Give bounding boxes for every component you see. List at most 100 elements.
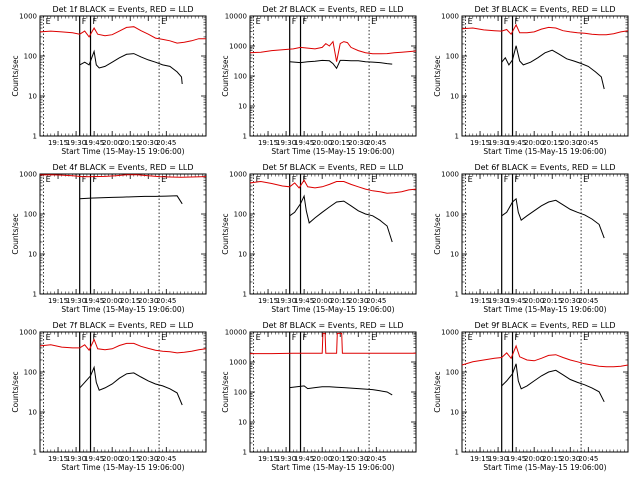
panel-4-xtick-label: 20:00	[102, 297, 122, 305]
panel-1-xtick-label: 20:15	[120, 139, 140, 147]
panel-4-marker-F: F	[82, 175, 87, 184]
panel-8-marker-E: E	[256, 333, 261, 342]
panel-8-xtick-label: 20:00	[312, 455, 332, 463]
panel-8-ytick-label: 1	[243, 449, 247, 457]
panel-8-xlabel: Start Time (15-May-15 19:06:00)	[271, 463, 394, 472]
panel-7-xtick-label: 20:30	[138, 455, 158, 463]
panel-7-marker-E: E	[161, 333, 166, 342]
panel-6-xtick-label: 20:15	[542, 297, 562, 305]
panel-3-marker-E: E	[583, 17, 588, 26]
panel-5-ytick-label: 1	[243, 291, 247, 299]
panel-8-ylabel: Counts/sec	[221, 371, 230, 412]
panel-1-xtick-label: 20:00	[102, 139, 122, 147]
panel-2-ylabel: Counts/sec	[221, 55, 230, 96]
panel-9-ylabel: Counts/sec	[433, 371, 442, 412]
panel-9-ytick-label: 1	[455, 449, 459, 457]
panel-9-ytick-label: 10	[450, 409, 459, 417]
panel-8-marker-F: F	[292, 333, 297, 342]
panel-8-frame	[249, 331, 417, 453]
panel-6-ytick-label: 1	[455, 291, 459, 299]
panel-4-xtick-label: 20:45	[156, 297, 176, 305]
panel-1-title: Det 1f BLACK = Events, RED = LLD	[52, 5, 193, 14]
panel-7-title: Det 7f BLACK = Events, RED = LLD	[52, 321, 193, 330]
panel-6-xlabel: Start Time (15-May-15 19:06:00)	[483, 305, 606, 314]
panel-5-marker-E: E	[256, 175, 261, 184]
panel-1-xtick-label: 19:45	[84, 139, 104, 147]
panel-7-xtick-label: 20:00	[102, 455, 122, 463]
panel-7-ytick-label: 100	[24, 369, 37, 377]
panel-5-marker-F: F	[303, 175, 308, 184]
panel-2-xtick-label: 20:30	[348, 139, 368, 147]
panel-7-marker-F: F	[82, 333, 87, 342]
panel-2-xtick-label: 19:45	[294, 139, 314, 147]
panel-7-xtick-label: 19:15	[48, 455, 68, 463]
panel-3-xtick-label: 20:00	[524, 139, 544, 147]
panel-8-marker-E: E	[371, 333, 376, 342]
panel-2-xtick-label: 20:15	[330, 139, 350, 147]
panel-1-ytick-label: 1000	[19, 13, 37, 21]
panel-9-ytick-label: 1000	[441, 329, 459, 337]
panel-2-series-events	[289, 59, 393, 70]
panel-6-xtick-label: 19:45	[506, 297, 526, 305]
panel-6-marker-F: F	[504, 175, 509, 184]
panel-7-xlabel: Start Time (15-May-15 19:06:00)	[61, 463, 184, 472]
panel-3-ytick-label: 10	[450, 93, 459, 101]
panel-4-ytick-label: 1	[33, 291, 37, 299]
panel-6-xtick-label: 19:30	[488, 297, 508, 305]
panel-3-xlabel: Start Time (15-May-15 19:06:00)	[483, 147, 606, 156]
panel-3-xtick-label: 20:15	[542, 139, 562, 147]
panel-7-frame	[39, 331, 207, 453]
panel-9-marker-F: F	[504, 333, 509, 342]
panel-9-xtick-label: 19:30	[488, 455, 508, 463]
panel-5-xtick-label: 19:30	[276, 297, 296, 305]
panel-1-xtick-label: 19:30	[66, 139, 86, 147]
panel-5-frame	[249, 173, 417, 295]
panel-1-ytick-label: 10	[28, 93, 37, 101]
panel-2-marker-F: F	[292, 17, 297, 26]
panel-9-xtick-label: 20:30	[560, 455, 580, 463]
panel-1-series-lld	[39, 26, 206, 44]
panel-2-ytick-label: 1000	[229, 43, 247, 51]
panel-1-ytick-label: 1	[33, 133, 37, 141]
panel-8-series-events	[289, 385, 393, 396]
panel-5-xtick-label: 20:15	[330, 297, 350, 305]
panel-1-ytick-label: 100	[24, 53, 37, 61]
panel-8-series-lld	[250, 332, 416, 355]
panel-5-xtick-label: 20:30	[348, 297, 368, 305]
panel-8-xtick-label: 19:30	[276, 455, 296, 463]
panel-9-marker-F: F	[515, 333, 520, 342]
panel-6-xtick-label: 20:30	[560, 297, 580, 305]
panel-5-series-events	[289, 194, 393, 243]
panel-4-marker-F: F	[93, 175, 98, 184]
panel-3-marker-F: F	[515, 17, 520, 26]
panel-8-xtick-label: 20:45	[366, 455, 386, 463]
panel-8-ytick-label: 1000	[229, 359, 247, 367]
panel-3-marker-E: E	[468, 17, 473, 26]
panel-7-ytick-label: 10	[28, 409, 37, 417]
panel-6-xtick-label: 19:15	[470, 297, 490, 305]
panel-2-title: Det 2f BLACK = Events, RED = LLD	[262, 5, 403, 14]
panel-2-ytick-label: 100	[234, 73, 247, 81]
panel-3-xtick-label: 19:15	[470, 139, 490, 147]
panel-3-ylabel: Counts/sec	[433, 55, 442, 96]
panel-4-marker-E: E	[46, 175, 51, 184]
panel-7-ylabel: Counts/sec	[11, 371, 20, 412]
panel-4-xtick-label: 19:30	[66, 297, 86, 305]
panel-3-series-events	[501, 45, 605, 90]
panel-1-xtick-label: 19:15	[48, 139, 68, 147]
panel-3-title: Det 3f BLACK = Events, RED = LLD	[474, 5, 615, 14]
panel-2-ytick-label: 10	[238, 103, 247, 111]
panel-6-ylabel: Counts/sec	[433, 213, 442, 254]
panel-4-xlabel: Start Time (15-May-15 19:06:00)	[61, 305, 184, 314]
panel-5-ylabel: Counts/sec	[221, 213, 230, 254]
panel-8-xtick-label: 20:30	[348, 455, 368, 463]
panel-9-ytick-label: 100	[446, 369, 459, 377]
panel-4-xtick-label: 19:45	[84, 297, 104, 305]
panel-4-ytick-label: 1000	[19, 171, 37, 179]
panel-6-title: Det 6f BLACK = Events, RED = LLD	[474, 163, 615, 172]
panel-8-marker-F: F	[303, 333, 308, 342]
panel-5-marker-F: F	[292, 175, 297, 184]
panel-8-ytick-label: 10000	[225, 329, 247, 337]
panel-5-marker-E: E	[371, 175, 376, 184]
panel-9-xtick-label: 20:00	[524, 455, 544, 463]
